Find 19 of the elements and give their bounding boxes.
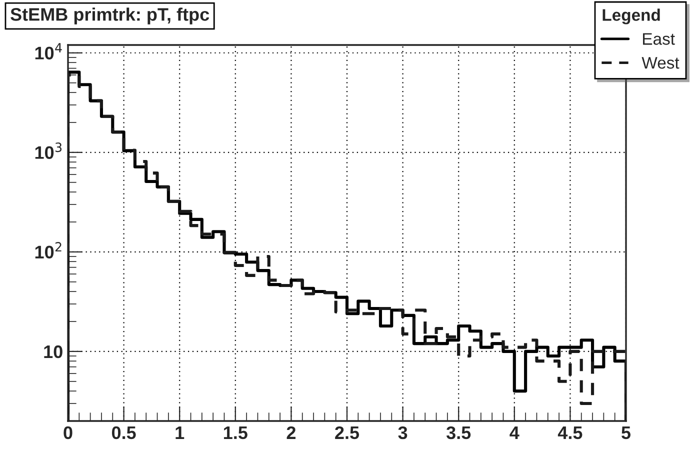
x-tick-label: 0.5 [112,426,136,440]
x-tick-label: 1.5 [224,426,248,440]
x-tick-label: 0 [64,426,72,440]
legend-label: East [643,33,675,45]
y-tick-label: 10$^{2}$ [35,242,62,258]
x-tick-label: 2.5 [335,426,360,440]
x-tick-label: 4.5 [558,426,582,440]
x-tick-label: 3.5 [446,426,471,440]
y-tick-label: 10$^{4}$ [35,43,62,60]
legend-label: West [642,57,680,69]
x-tick-label: 3 [398,426,408,440]
x-tick-label: 2 [286,426,296,439]
chart-title: StEMB primtrk: pT, ftpc [10,8,210,24]
y-tick-label: 10 [44,345,62,358]
x-tick-label: 1 [176,426,184,439]
x-tick-label: 5 [622,426,631,440]
legend-title: Legend [602,8,660,24]
y-tick-label: 10$^{3}$ [35,142,62,159]
x-tick-label: 4 [510,426,520,439]
